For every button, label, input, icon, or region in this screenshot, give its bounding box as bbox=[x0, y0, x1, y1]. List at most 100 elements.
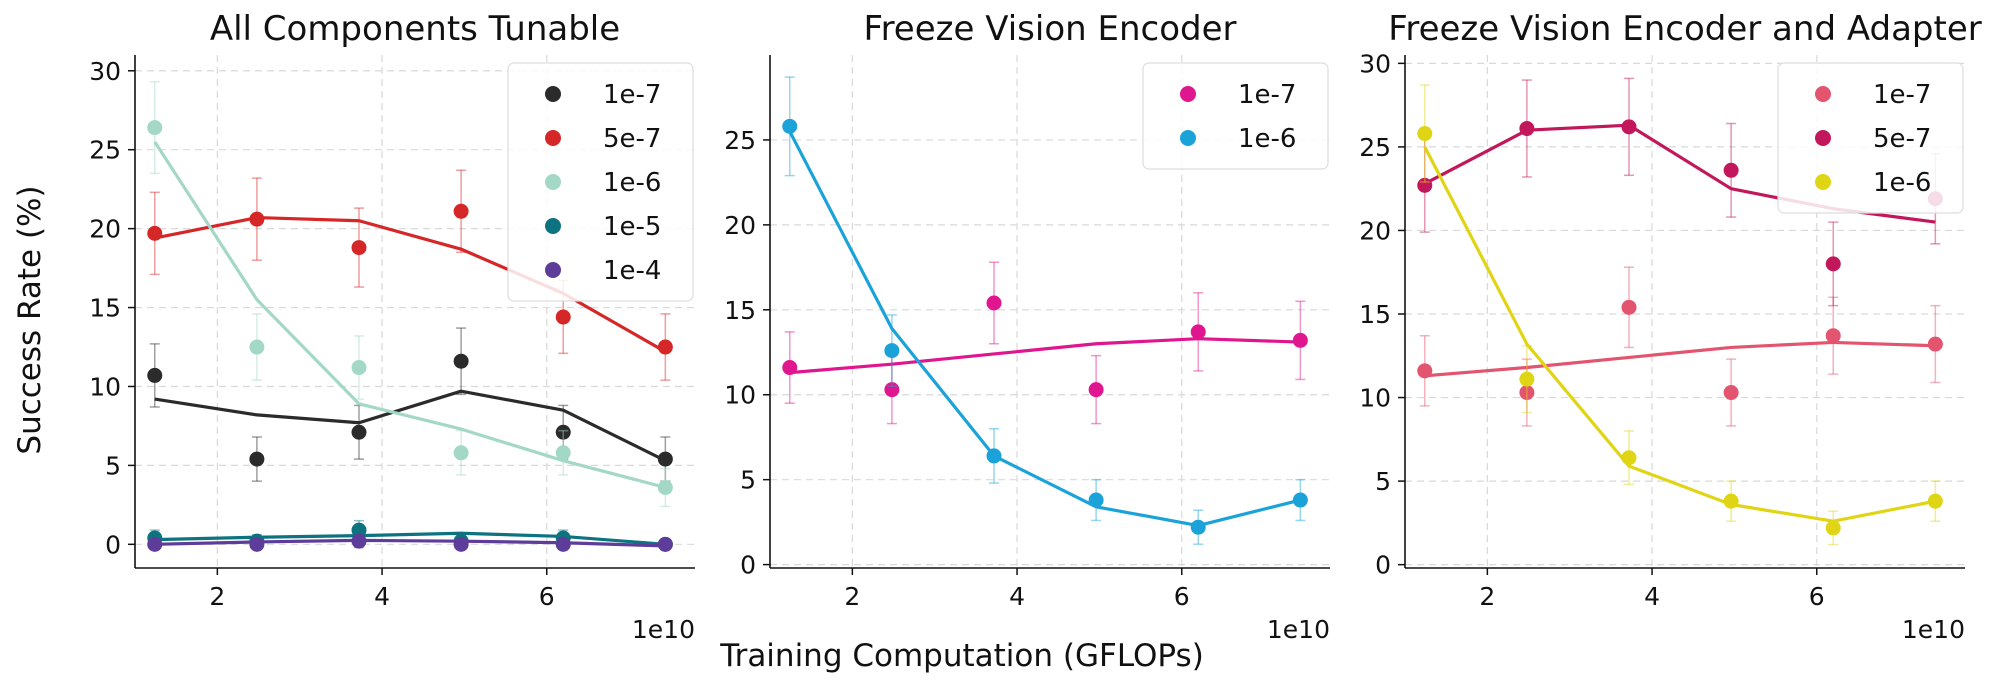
data-point bbox=[1417, 177, 1433, 193]
legend-marker bbox=[1815, 174, 1831, 190]
legend-label: 1e-5 bbox=[603, 212, 661, 242]
y-tick-label: 20 bbox=[1359, 216, 1391, 245]
x-tick-label: 2 bbox=[1479, 582, 1495, 611]
data-point bbox=[555, 445, 571, 461]
y-tick-label: 10 bbox=[89, 372, 121, 401]
data-point bbox=[1519, 385, 1535, 401]
data-point bbox=[249, 339, 265, 355]
data-point bbox=[1621, 119, 1637, 135]
x-axis-label: Training Computation (GFLOPs) bbox=[719, 638, 1204, 674]
data-point bbox=[1417, 126, 1433, 142]
data-point bbox=[1190, 324, 1206, 340]
y-tick-label: 15 bbox=[724, 296, 756, 325]
series-5e-7 bbox=[147, 169, 673, 381]
data-point bbox=[1621, 299, 1637, 315]
legend: 1e-7 5e-7 1e-6 bbox=[1777, 62, 1964, 214]
data-point bbox=[351, 240, 367, 256]
data-point bbox=[1417, 363, 1433, 379]
y-tick-label: 10 bbox=[1359, 384, 1391, 413]
data-point bbox=[1088, 382, 1104, 398]
data-point bbox=[147, 225, 163, 241]
legend-marker bbox=[545, 86, 561, 102]
data-point bbox=[351, 360, 367, 376]
data-point bbox=[1723, 385, 1739, 401]
data-point bbox=[555, 536, 571, 552]
legend-label: 1e-4 bbox=[603, 256, 661, 286]
legend-marker bbox=[545, 262, 561, 278]
legend-label: 1e-7 bbox=[603, 80, 661, 110]
x-tick-label: 6 bbox=[1809, 582, 1825, 611]
data-point bbox=[884, 343, 900, 359]
x-offset-label: 1e10 bbox=[1902, 615, 1965, 644]
data-point bbox=[1292, 492, 1308, 508]
data-point bbox=[884, 382, 900, 398]
data-point bbox=[1292, 332, 1308, 348]
panel-title: Freeze Vision Encoder bbox=[863, 9, 1236, 49]
data-point bbox=[1825, 328, 1841, 344]
data-point bbox=[351, 424, 367, 440]
x-tick-label: 4 bbox=[1644, 582, 1660, 611]
y-tick-label: 30 bbox=[1359, 49, 1391, 78]
legend-marker bbox=[545, 174, 561, 190]
legend-label: 5e-7 bbox=[1873, 124, 1931, 154]
legend-marker bbox=[545, 130, 561, 146]
legend-label: 1e-6 bbox=[1238, 124, 1296, 154]
fit-line bbox=[154, 215, 667, 354]
data-point bbox=[657, 479, 673, 495]
x-tick-label: 2 bbox=[844, 582, 860, 611]
legend-label: 5e-7 bbox=[603, 124, 661, 154]
panel-2: Freeze Vision Encoder 0 5 10 15 20 25 2 4 6 1e10 1e… bbox=[724, 9, 1330, 644]
data-point bbox=[782, 118, 798, 134]
data-point bbox=[147, 120, 163, 136]
fit-line bbox=[154, 538, 666, 548]
y-tick-label: 5 bbox=[740, 466, 756, 495]
data-point bbox=[1723, 162, 1739, 178]
fit-line bbox=[153, 140, 666, 490]
data-point bbox=[249, 211, 265, 227]
data-point bbox=[1519, 121, 1535, 137]
fit-line bbox=[788, 130, 1301, 528]
y-tick-label: 0 bbox=[740, 551, 756, 580]
x-offset-label: 1e10 bbox=[1267, 615, 1330, 644]
data-point bbox=[147, 367, 163, 383]
series-1e-7 bbox=[782, 261, 1308, 425]
y-tick-label: 20 bbox=[89, 215, 121, 244]
legend-label: 1e-7 bbox=[1238, 80, 1296, 110]
legend-label: 1e-6 bbox=[1873, 168, 1931, 198]
y-tick-label: 0 bbox=[105, 530, 121, 559]
fit-line bbox=[1424, 340, 1936, 378]
fit-line bbox=[154, 389, 667, 463]
data-point bbox=[986, 448, 1002, 464]
x-tick-label: 6 bbox=[1174, 582, 1190, 611]
data-point bbox=[351, 533, 367, 549]
x-tick-label: 4 bbox=[1009, 582, 1025, 611]
x-tick-label: 2 bbox=[209, 582, 225, 611]
y-tick-label: 0 bbox=[1375, 551, 1391, 580]
legend-marker bbox=[1815, 130, 1831, 146]
data-point bbox=[986, 295, 1002, 311]
data-point bbox=[1825, 520, 1841, 536]
data-point bbox=[147, 536, 163, 552]
data-point bbox=[453, 353, 469, 369]
data-point bbox=[453, 203, 469, 219]
series-1e-4 bbox=[147, 533, 673, 552]
data-point bbox=[1825, 256, 1841, 272]
data-point bbox=[1621, 450, 1637, 466]
data-point bbox=[782, 360, 798, 376]
series-1e-6 bbox=[147, 81, 673, 508]
y-tick-label: 30 bbox=[89, 57, 121, 86]
data-point bbox=[1723, 493, 1739, 509]
data-point bbox=[249, 451, 265, 467]
y-tick-label: 5 bbox=[105, 451, 121, 480]
data-point bbox=[1927, 336, 1943, 352]
legend-marker bbox=[1180, 130, 1196, 146]
data-point bbox=[453, 445, 469, 461]
legend-marker bbox=[1180, 86, 1196, 102]
data-point bbox=[657, 451, 673, 467]
data-point bbox=[657, 339, 673, 355]
y-axis-label: Success Rate (%) bbox=[12, 185, 48, 454]
legend: 1e-7 5e-7 1e-6 1e-5 1e-4 bbox=[507, 62, 694, 302]
panel-title: All Components Tunable bbox=[210, 9, 620, 49]
y-tick-label: 15 bbox=[1359, 300, 1391, 329]
y-tick-label: 25 bbox=[724, 126, 756, 155]
